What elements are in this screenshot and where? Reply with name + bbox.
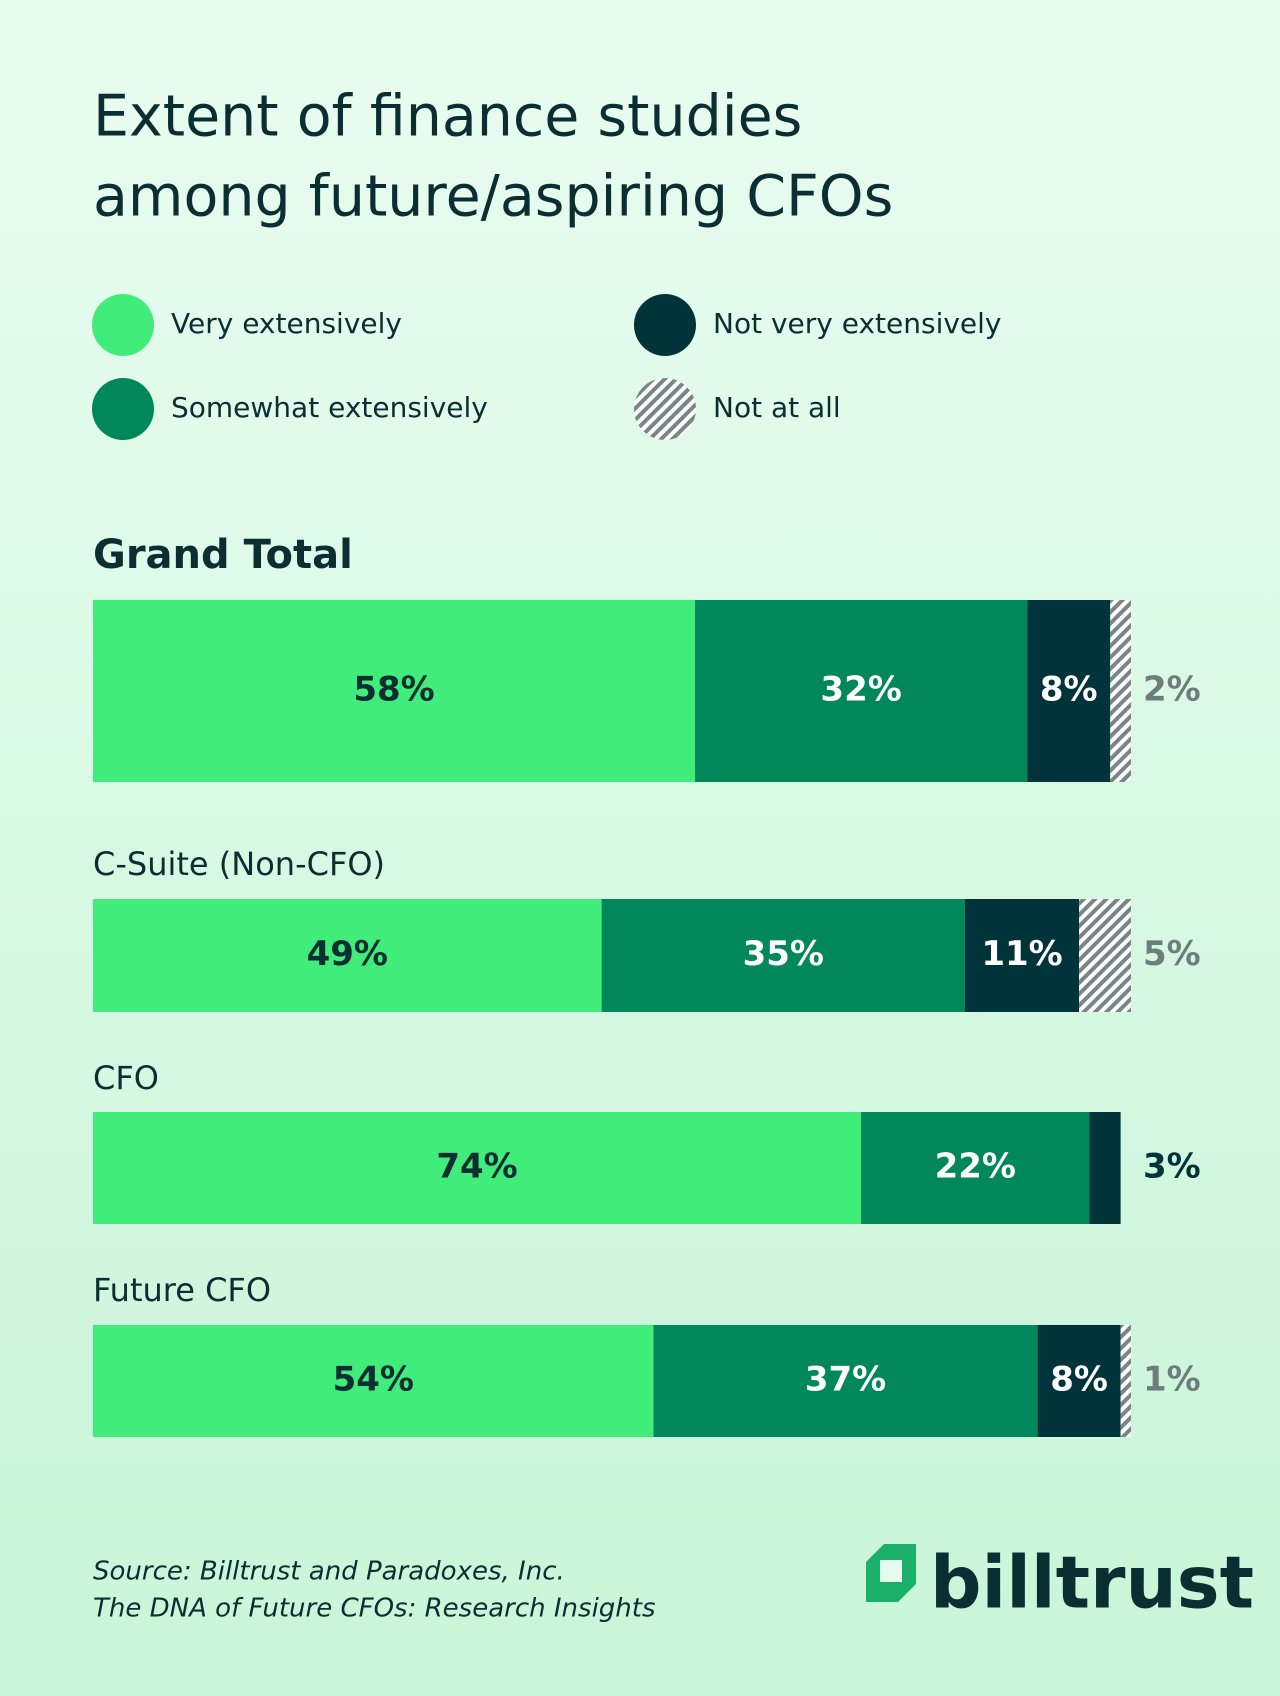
value-label: 22% [935, 1147, 1016, 1187]
bar-segment [653, 1325, 1038, 1437]
value-label: 3% [1143, 1147, 1201, 1187]
category-label: Grand Total [93, 532, 353, 578]
chart-title: among future/aspiring CFOs [93, 164, 893, 230]
category-label: CFO [93, 1059, 159, 1097]
bar-segment [1089, 1112, 1121, 1224]
bar-segment [964, 899, 1080, 1012]
value-label: 37% [805, 1360, 886, 1400]
category-label: C-Suite (Non-CFO) [93, 845, 385, 883]
legend-swatch [92, 378, 154, 440]
bar-segment [695, 600, 1028, 782]
bar-segment [601, 899, 965, 1012]
logo-icon [880, 1560, 902, 1582]
value-label: 1% [1143, 1360, 1201, 1400]
value-label: 32% [820, 670, 901, 710]
bar-segment [1037, 1325, 1121, 1437]
legend-swatch [634, 294, 696, 356]
logo-text: billtrust [930, 1541, 1254, 1625]
value-label: 58% [353, 670, 434, 710]
value-label: 74% [436, 1147, 517, 1187]
source: Source: Billtrust and Paradoxes, Inc. [93, 1557, 565, 1587]
value-label: 49% [307, 934, 388, 974]
legend-swatch [92, 294, 154, 356]
value-label: 11% [981, 934, 1062, 974]
legend-label: Not very extensively [713, 307, 1002, 340]
value-label: 35% [743, 934, 824, 974]
bar-segment [1110, 600, 1131, 782]
bar-segment [93, 1325, 654, 1437]
value-label: 5% [1143, 934, 1201, 974]
category-label: Future CFO [93, 1271, 271, 1309]
legend-label: Somewhat extensively [171, 391, 488, 424]
bar-segment [1027, 600, 1111, 782]
legend-swatch [634, 378, 696, 440]
bar-segment [1079, 899, 1131, 1012]
bar-segment [93, 600, 696, 782]
bar-segment [1120, 1325, 1131, 1437]
bar-segment [861, 1112, 1090, 1224]
legend-label: Not at all [713, 391, 841, 424]
logo: billtrust [866, 1541, 1254, 1625]
chart-title: Extent of finance studies [93, 84, 802, 150]
value-label: 8% [1050, 1360, 1108, 1400]
legend-label: Very extensively [171, 307, 402, 340]
value-label: 54% [333, 1360, 414, 1400]
source: The DNA of Future CFOs: Research Insight… [93, 1594, 656, 1624]
bar-segment [93, 1112, 862, 1224]
value-label: 8% [1040, 670, 1098, 710]
value-label: 2% [1143, 670, 1201, 710]
bar-segment [93, 899, 602, 1012]
